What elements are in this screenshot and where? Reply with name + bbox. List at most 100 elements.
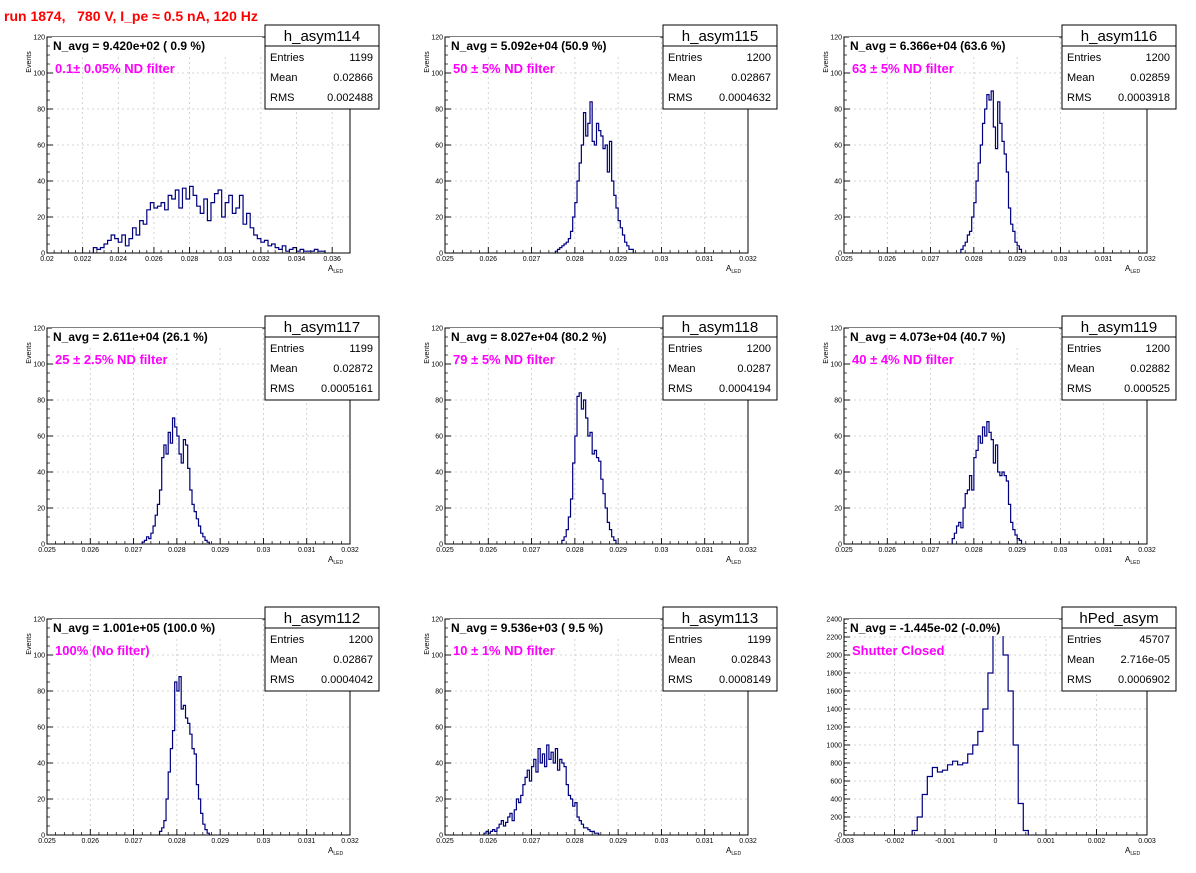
stat-label-mean: Mean [270, 72, 298, 84]
histogram-pad-h_asym114: 0.02 0.022 0.024 0.026 0.028 0.03 0.032 0.034 0.… [26, 24, 380, 275]
filter-annotation: 10 ± 1% ND filter [453, 643, 555, 658]
stats-box: h_asym114 Entries 1199 Mean 0.02866 RMS 0.0024… [264, 24, 380, 110]
stat-label-mean: Mean [270, 654, 298, 666]
stat-value-entries: 1199 [349, 343, 373, 355]
stat-value-rms: 0.0004042 [321, 674, 373, 686]
x-axis: 0.025 0.026 0.027 0.028 0.029 0.03 0.031 0.032 [38, 538, 359, 554]
y-tick-label: 20 [37, 215, 45, 222]
stat-value-rms: 0.0004632 [719, 92, 771, 104]
navg-text: N_avg = 8.027e+04 (80.2 %) [451, 330, 606, 344]
histogram-name: h_asym114 [284, 28, 360, 45]
x-tick-label: 0.028 [566, 547, 584, 554]
y-tick-label: 40 [834, 179, 842, 186]
x-tick-label: 0.031 [298, 838, 316, 845]
navg-box-bg [849, 619, 1059, 636]
x-tick-label: 0.032 [739, 547, 757, 554]
filter-annotation: 25 ± 2.5% ND filter [55, 352, 168, 367]
x-tick-label: 0.032 [1138, 547, 1156, 554]
stat-value-mean: 0.02867 [731, 72, 771, 84]
y-tick-label: 40 [37, 470, 45, 477]
y-axis-title: Events [823, 51, 830, 73]
y-tick-label: 80 [435, 689, 443, 696]
x-axis-title: ALED [726, 264, 741, 275]
y-tick-label: 1000 [826, 743, 842, 750]
x-axis-title-base: A [1125, 846, 1131, 855]
y-tick-label: 120 [431, 617, 443, 624]
y-axis: 0 20 40 60 80 100 120 [33, 326, 53, 549]
x-tick-label: 0.026 [480, 838, 498, 845]
x-axis-title-subscript: LED [1130, 851, 1140, 857]
x-tick-label: 0.027 [125, 838, 143, 845]
x-tick-label: 0.031 [696, 547, 714, 554]
x-axis-title: ALED [328, 555, 343, 566]
x-tick-label: 0.026 [82, 547, 100, 554]
x-axis-title: ALED [1125, 264, 1140, 275]
stat-value-entries: 1200 [1146, 52, 1170, 64]
y-tick-label: 0 [439, 542, 443, 549]
y-tick-label: 100 [431, 71, 443, 78]
stats-box-frame [662, 24, 778, 110]
y-tick-label: 120 [830, 326, 842, 333]
stat-value-mean: 0.0287 [737, 363, 771, 375]
y-tick-label: 60 [37, 143, 45, 150]
x-axis: 0.025 0.026 0.027 0.028 0.029 0.03 0.031 0.032 [835, 538, 1156, 554]
histogram-pad-h_asym115: 0.025 0.026 0.027 0.028 0.029 0.03 0.031 0.0320… [424, 24, 778, 275]
x-axis-title: ALED [328, 264, 343, 275]
stat-label-entries: Entries [270, 634, 305, 646]
stat-value-mean: 0.02872 [333, 363, 373, 375]
navg-box: N_avg = 6.366e+04 (63.6 %) [849, 37, 1059, 54]
y-tick-label: 0 [439, 833, 443, 840]
x-tick-label: -0.003 [834, 838, 854, 845]
x-tick-label: -0.002 [885, 838, 905, 845]
x-tick-label: 0.031 [696, 838, 714, 845]
histogram-line [554, 101, 634, 253]
y-tick-label: 1200 [826, 725, 842, 732]
y-tick-label: 2000 [826, 653, 842, 660]
navg-box: N_avg = 2.611e+04 (26.1 %) [52, 328, 262, 345]
y-tick-label: 80 [37, 107, 45, 114]
y-tick-label: 0 [439, 251, 443, 258]
histogram-line [483, 744, 600, 835]
y-tick-label: 0 [41, 833, 45, 840]
stats-box: h_asym117 Entries 1199 Mean 0.02872 RMS 0.0005… [264, 315, 380, 401]
filter-annotation: 100% (No filter) [55, 643, 150, 658]
x-axis-title-subscript: LED [731, 851, 741, 857]
y-tick-label: 80 [834, 107, 842, 114]
stat-label-mean: Mean [1067, 72, 1095, 84]
stat-label-entries: Entries [1067, 343, 1102, 355]
x-axis: 0.025 0.026 0.027 0.028 0.029 0.03 0.031 0.032 [835, 247, 1156, 263]
stat-label-mean: Mean [270, 363, 298, 375]
navg-text: N_avg = 1.001e+05 (100.0 %) [53, 621, 215, 635]
y-tick-label: 120 [830, 35, 842, 42]
stat-value-rms: 0.0004194 [719, 383, 771, 395]
y-tick-label: 20 [37, 506, 45, 513]
histogram-pad-h_asym116: 0.025 0.026 0.027 0.028 0.029 0.03 0.031 0.0320… [823, 24, 1177, 275]
histogram-line [911, 627, 1029, 835]
y-tick-label: 200 [830, 815, 842, 822]
y-axis: 0 20 40 60 80 100 120 [830, 326, 850, 549]
stat-label-mean: Mean [668, 363, 696, 375]
stat-value-rms: 0.000525 [1124, 383, 1170, 395]
x-tick-label: 0.031 [298, 547, 316, 554]
y-tick-label: 100 [830, 71, 842, 78]
navg-box-bg [450, 619, 660, 636]
x-axis: -0.003 -0.002 -0.001 0 0.001 0.002 0.003 [834, 829, 1156, 845]
histogram-pad-h_asym118: 0.025 0.026 0.027 0.028 0.029 0.03 0.031 0.0320… [424, 315, 778, 566]
x-axis-title-subscript: LED [333, 560, 343, 566]
minor-ticks [47, 336, 342, 544]
y-tick-label: 20 [834, 506, 842, 513]
x-tick-label: 0.028 [168, 838, 186, 845]
x-axis-title-base: A [328, 555, 334, 564]
filter-annotation: 0.1± 0.05% ND filter [55, 61, 175, 76]
stat-label-entries: Entries [668, 343, 703, 355]
x-axis-title: ALED [726, 555, 741, 566]
navg-box: N_avg = 5.092e+04 (50.9 %) [450, 37, 660, 54]
y-axis-title: Events [823, 342, 830, 364]
y-tick-label: 40 [834, 470, 842, 477]
stat-label-entries: Entries [1067, 634, 1102, 646]
stat-label-mean: Mean [1067, 363, 1095, 375]
y-tick-label: 100 [431, 653, 443, 660]
x-tick-label: 0.028 [965, 547, 983, 554]
stats-box-frame [1061, 315, 1177, 401]
y-tick-label: 80 [834, 398, 842, 405]
